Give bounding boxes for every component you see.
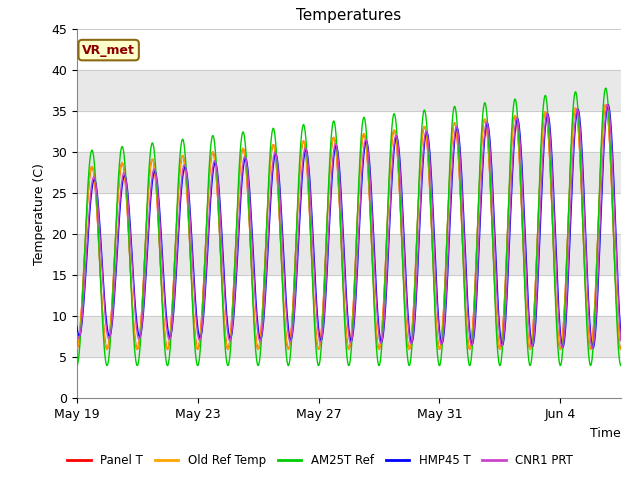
Bar — [77, 234, 621, 275]
Title: Temperatures: Temperatures — [296, 9, 401, 24]
Bar — [77, 70, 621, 111]
Bar — [77, 316, 621, 357]
X-axis label: Time: Time — [590, 427, 621, 440]
Bar — [77, 152, 621, 193]
Text: VR_met: VR_met — [82, 44, 135, 57]
Y-axis label: Temperature (C): Temperature (C) — [33, 163, 45, 264]
Legend: Panel T, Old Ref Temp, AM25T Ref, HMP45 T, CNR1 PRT: Panel T, Old Ref Temp, AM25T Ref, HMP45 … — [62, 449, 578, 472]
